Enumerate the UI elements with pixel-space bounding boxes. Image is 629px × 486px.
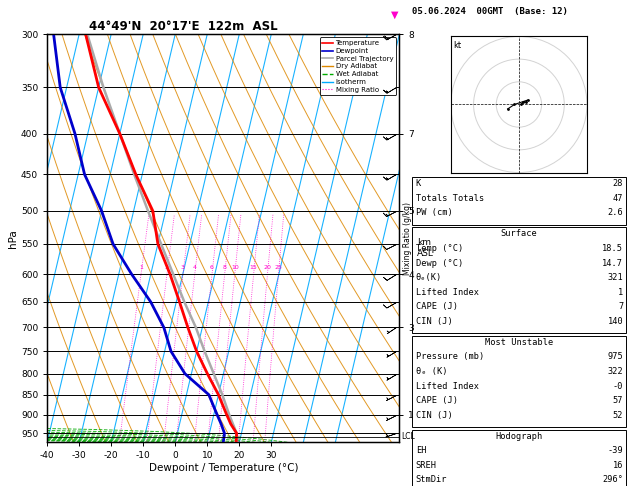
Text: K: K bbox=[416, 179, 421, 189]
Text: 140: 140 bbox=[608, 317, 623, 326]
Text: 4: 4 bbox=[192, 265, 197, 270]
Text: 57: 57 bbox=[613, 396, 623, 405]
Text: 20: 20 bbox=[264, 265, 272, 270]
Text: 2.6: 2.6 bbox=[608, 208, 623, 218]
Text: 1: 1 bbox=[139, 265, 143, 270]
Text: 8: 8 bbox=[223, 265, 226, 270]
Text: CIN (J): CIN (J) bbox=[416, 411, 452, 420]
Text: Lifted Index: Lifted Index bbox=[416, 288, 479, 297]
Text: ▼: ▼ bbox=[391, 10, 398, 20]
Text: CAPE (J): CAPE (J) bbox=[416, 396, 458, 405]
Text: θₑ (K): θₑ (K) bbox=[416, 367, 447, 376]
Text: SREH: SREH bbox=[416, 461, 437, 470]
Text: 28: 28 bbox=[613, 179, 623, 189]
Text: EH: EH bbox=[416, 446, 426, 455]
Text: PW (cm): PW (cm) bbox=[416, 208, 452, 218]
Y-axis label: km
ASL: km ASL bbox=[417, 238, 434, 258]
Text: 2: 2 bbox=[165, 265, 169, 270]
Text: Dewp (°C): Dewp (°C) bbox=[416, 259, 463, 268]
Text: Mixing Ratio (g/kg): Mixing Ratio (g/kg) bbox=[403, 202, 411, 275]
Text: 322: 322 bbox=[608, 367, 623, 376]
Text: Totals Totals: Totals Totals bbox=[416, 194, 484, 203]
Text: Surface: Surface bbox=[501, 229, 537, 239]
Text: 52: 52 bbox=[613, 411, 623, 420]
Text: 1: 1 bbox=[618, 288, 623, 297]
Text: 321: 321 bbox=[608, 273, 623, 282]
Text: 10: 10 bbox=[231, 265, 238, 270]
Text: 16: 16 bbox=[613, 461, 623, 470]
Legend: Temperature, Dewpoint, Parcel Trajectory, Dry Adiabat, Wet Adiabat, Isotherm, Mi: Temperature, Dewpoint, Parcel Trajectory… bbox=[320, 37, 396, 95]
Text: CAPE (J): CAPE (J) bbox=[416, 302, 458, 312]
Text: kt: kt bbox=[454, 40, 462, 50]
Text: 05.06.2024  00GMT  (Base: 12): 05.06.2024 00GMT (Base: 12) bbox=[412, 7, 568, 17]
Text: 14.7: 14.7 bbox=[603, 259, 623, 268]
Text: 7: 7 bbox=[618, 302, 623, 312]
Text: Hodograph: Hodograph bbox=[495, 432, 543, 441]
Text: 975: 975 bbox=[608, 352, 623, 362]
Text: 15: 15 bbox=[250, 265, 257, 270]
Text: Lifted Index: Lifted Index bbox=[416, 382, 479, 391]
Text: 18.5: 18.5 bbox=[603, 244, 623, 253]
Text: -39: -39 bbox=[608, 446, 623, 455]
Text: 296°: 296° bbox=[603, 475, 623, 485]
Text: θₑ(K): θₑ(K) bbox=[416, 273, 442, 282]
Text: LCL: LCL bbox=[401, 433, 415, 441]
X-axis label: Dewpoint / Temperature (°C): Dewpoint / Temperature (°C) bbox=[148, 463, 298, 473]
Text: Temp (°C): Temp (°C) bbox=[416, 244, 463, 253]
Text: Pressure (mb): Pressure (mb) bbox=[416, 352, 484, 362]
Text: 6: 6 bbox=[210, 265, 214, 270]
Text: Most Unstable: Most Unstable bbox=[485, 338, 553, 347]
Text: StmDir: StmDir bbox=[416, 475, 447, 485]
Text: CIN (J): CIN (J) bbox=[416, 317, 452, 326]
Text: 47: 47 bbox=[613, 194, 623, 203]
Text: 44°49'N  20°17'E  122m  ASL: 44°49'N 20°17'E 122m ASL bbox=[89, 20, 278, 33]
Text: 25: 25 bbox=[274, 265, 282, 270]
Text: -0: -0 bbox=[613, 382, 623, 391]
Text: 3: 3 bbox=[181, 265, 185, 270]
Y-axis label: hPa: hPa bbox=[8, 229, 18, 247]
